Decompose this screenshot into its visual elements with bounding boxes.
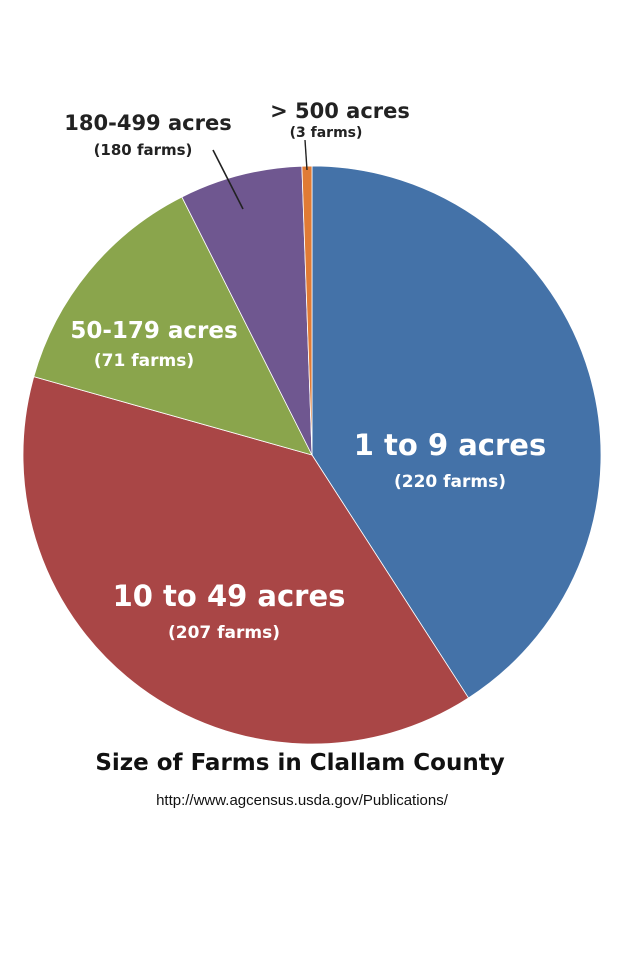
slice-count-50-179: (71 farms) (94, 351, 194, 371)
slice-label-180-499: 180-499 acres (64, 111, 231, 135)
pie-slice-3 (181, 165, 313, 456)
pie-slice-0 (311, 165, 602, 699)
slice-count-500-plus: (3 farms) (290, 125, 363, 141)
slice-count-1-9: (220 farms) (394, 472, 506, 492)
pie-slice-1 (22, 376, 470, 745)
slice-label-10-49: 10 to 49 acres (113, 579, 346, 613)
slice-label-500-plus: > 500 acres (270, 99, 410, 123)
pie-slice-2 (33, 196, 313, 456)
leader-lines (212, 139, 308, 210)
slice-count-180-499: (180 farms) (94, 141, 193, 159)
slice-labels: 1 to 9 acres (220 farms) 10 to 49 acres … (64, 99, 546, 643)
chart-source: http://www.agcensus.usda.gov/Publication… (156, 792, 448, 809)
pie-slices (22, 165, 602, 745)
slice-count-10-49: (207 farms) (168, 623, 280, 643)
leader-line-500-plus (304, 139, 308, 171)
slice-label-1-9: 1 to 9 acres (354, 428, 546, 462)
leader-line-180-499 (212, 149, 244, 210)
slice-label-50-179: 50-179 acres (70, 318, 237, 344)
chart-title: Size of Farms in Clallam County (95, 750, 505, 776)
